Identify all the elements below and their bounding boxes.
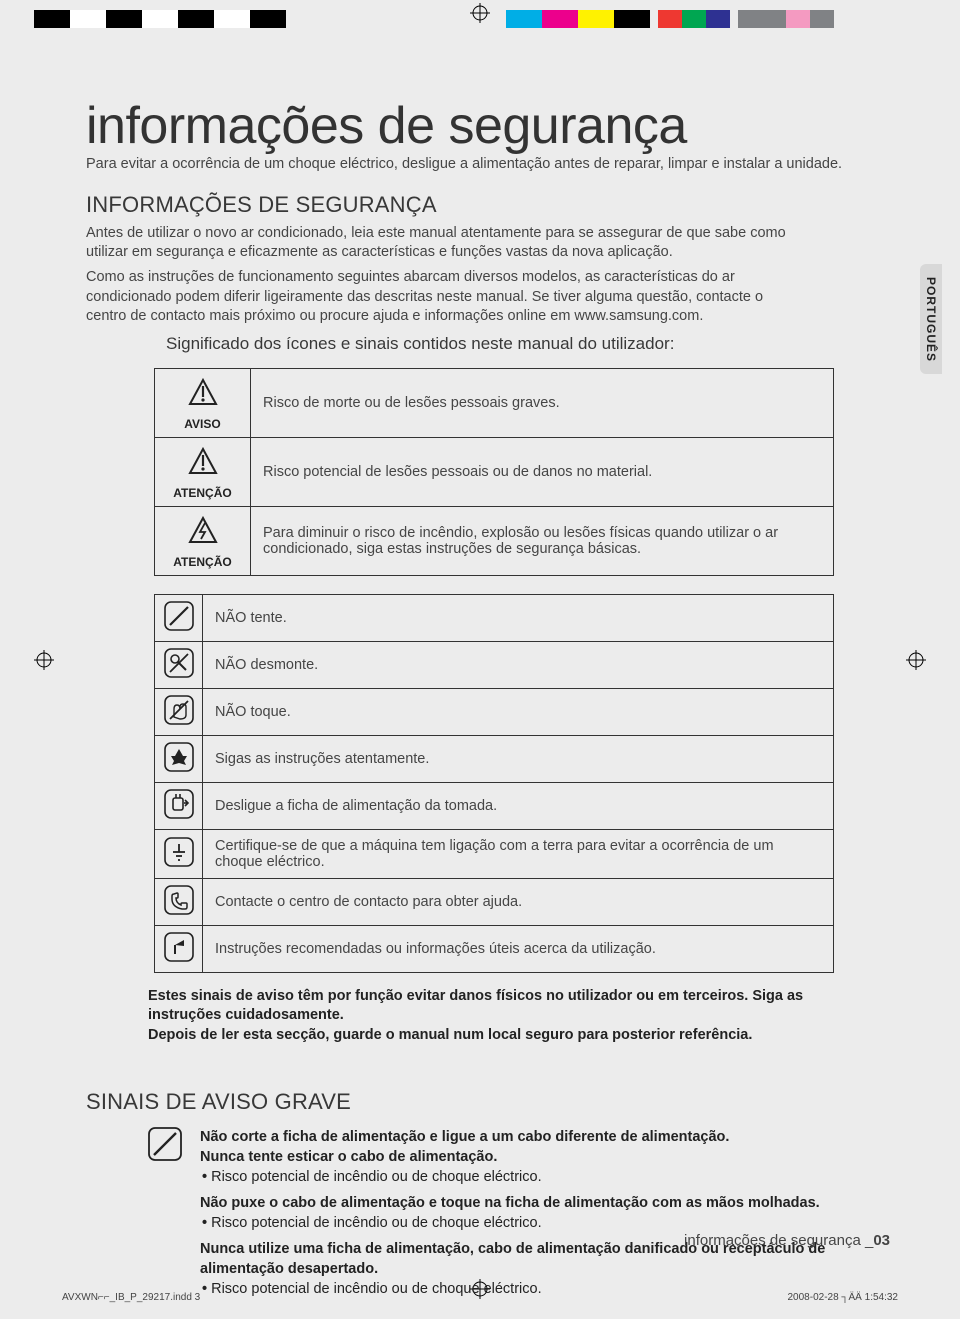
warning-bold-line: Nunca tente esticar o cabo de alimentaçã…	[200, 1147, 850, 1167]
intro-paragraph-2: Como as instruções de funcionamento segu…	[86, 268, 806, 325]
page-title: informações de segurança	[86, 100, 890, 153]
color-swatch	[142, 10, 178, 28]
color-swatch	[650, 10, 658, 28]
registration-mark-icon	[34, 650, 54, 670]
legend-row: Contacte o centro de contacto para obter…	[155, 878, 834, 925]
warning-block: Não corte a ficha de alimentação e ligue…	[148, 1127, 890, 1305]
slash-icon	[155, 594, 203, 641]
warning-bullet: Risco potencial de incêndio ou de choque…	[202, 1167, 850, 1187]
color-swatch	[70, 10, 106, 28]
imprint-right: 2008-02-28 ┐ÄÄ 1:54:32	[788, 1292, 899, 1303]
note-icon	[155, 925, 203, 972]
section-heading-info: INFORMAÇÕES DE SEGURANÇA	[86, 192, 890, 218]
color-swatch	[178, 10, 214, 28]
warning-bold-line: Não puxe o cabo de alimentação e toque n…	[200, 1193, 850, 1213]
warn-tri-icon: AVISO	[155, 368, 251, 437]
star-icon	[155, 735, 203, 782]
legend-row: Instruções recomendadas ou informações ú…	[155, 925, 834, 972]
wrench-x-icon	[155, 641, 203, 688]
warning-body: Não corte a ficha de alimentação e ligue…	[200, 1127, 850, 1305]
page-content: informações de segurança Para evitar a o…	[86, 100, 890, 1305]
registration-mark-icon	[906, 650, 926, 670]
color-swatch	[506, 10, 542, 28]
color-swatch	[214, 10, 250, 28]
legend-row: ATENÇÃO Risco potencial de lesões pessoai…	[155, 437, 834, 506]
color-swatch	[786, 10, 810, 28]
legend-row: NÃO tente.	[155, 594, 834, 641]
color-swatch	[730, 10, 738, 28]
color-swatch	[706, 10, 730, 28]
warning-bold-line: Não corte a ficha de alimentação e ligue…	[200, 1127, 850, 1147]
legend-icon-label: AVISO	[159, 417, 246, 431]
registration-mark-icon	[470, 3, 490, 23]
color-swatch	[106, 10, 142, 28]
legend-text: Contacte o centro de contacto para obter…	[203, 878, 834, 925]
legend-row: ATENÇÃO Para diminuir o risco de incêndio…	[155, 506, 834, 575]
slash-icon	[148, 1127, 186, 1305]
legend-row: Desligue a ficha de alimentação da tomad…	[155, 782, 834, 829]
intro-paragraph-1: Antes de utilizar o novo ar condicionado…	[86, 224, 806, 262]
section-heading-warnings: SINAIS DE AVISO GRAVE	[86, 1089, 890, 1115]
warning-bullet: Risco potencial de incêndio ou de choque…	[202, 1213, 850, 1233]
language-tab-label: PORTUGUÊS	[924, 277, 938, 362]
legend-row: AVISO Risco de morte ou de lesões pessoai…	[155, 368, 834, 437]
legend-row: NÃO toque.	[155, 688, 834, 735]
color-swatch	[762, 10, 786, 28]
hand-x-icon	[155, 688, 203, 735]
legend-text: Risco potencial de lesões pessoais ou de…	[251, 437, 834, 506]
warn-tri-icon: ATENÇÃO	[155, 437, 251, 506]
legend-text: NÃO desmonte.	[203, 641, 834, 688]
footer-page-number: 03	[873, 1232, 890, 1249]
legend-row: NÃO desmonte.	[155, 641, 834, 688]
symbol-legend-table-1: AVISO Risco de morte ou de lesões pessoai…	[154, 368, 834, 576]
page-footer: informações de segurança _03	[684, 1232, 890, 1249]
language-tab: PORTUGUÊS	[920, 264, 942, 374]
bolt-tri-icon: ATENÇÃO	[155, 506, 251, 575]
legend-text: Instruções recomendadas ou informações ú…	[203, 925, 834, 972]
phone-icon	[155, 878, 203, 925]
ground-icon	[155, 829, 203, 878]
legend-icon-label: ATENÇÃO	[159, 486, 246, 500]
legend-text: Desligue a ficha de alimentação da tomad…	[203, 782, 834, 829]
color-swatch	[250, 10, 286, 28]
legend-text: Sigas as instruções atentamente.	[203, 735, 834, 782]
color-swatch	[578, 10, 614, 28]
legend-row: Certifique-se de que a máquina tem ligaç…	[155, 829, 834, 878]
legend-text: NÃO toque.	[203, 688, 834, 735]
plug-icon	[155, 782, 203, 829]
symbol-legend-table-2: NÃO tente.NÃO desmonte.NÃO toque.Sigas a…	[154, 594, 834, 973]
legend-text: Para diminuir o risco de incêndio, explo…	[251, 506, 834, 575]
legend-footer-text: Estes sinais de aviso têm por função evi…	[148, 987, 838, 1046]
color-swatch	[542, 10, 578, 28]
color-swatch	[34, 10, 70, 28]
color-swatch	[614, 10, 650, 28]
icons-meaning-heading: Significado dos ícones e sinais contidos…	[166, 334, 890, 354]
legend-icon-label: ATENÇÃO	[159, 555, 246, 569]
legend-text: Certifique-se de que a máquina tem ligaç…	[203, 829, 834, 878]
legend-text: Risco de morte ou de lesões pessoais gra…	[251, 368, 834, 437]
page-subtitle: Para evitar a ocorrência de um choque el…	[86, 155, 846, 174]
color-swatch	[810, 10, 834, 28]
legend-text: NÃO tente.	[203, 594, 834, 641]
color-swatch	[738, 10, 762, 28]
imprint-bar: AVXWN⌐⌐_IB_P_29217.indd 3 2008-02-28 ┐ÄÄ…	[62, 1292, 898, 1303]
imprint-left: AVXWN⌐⌐_IB_P_29217.indd 3	[62, 1292, 200, 1303]
color-swatch	[682, 10, 706, 28]
legend-row: Sigas as instruções atentamente.	[155, 735, 834, 782]
color-swatch	[658, 10, 682, 28]
footer-text: informações de segurança _	[684, 1232, 873, 1249]
